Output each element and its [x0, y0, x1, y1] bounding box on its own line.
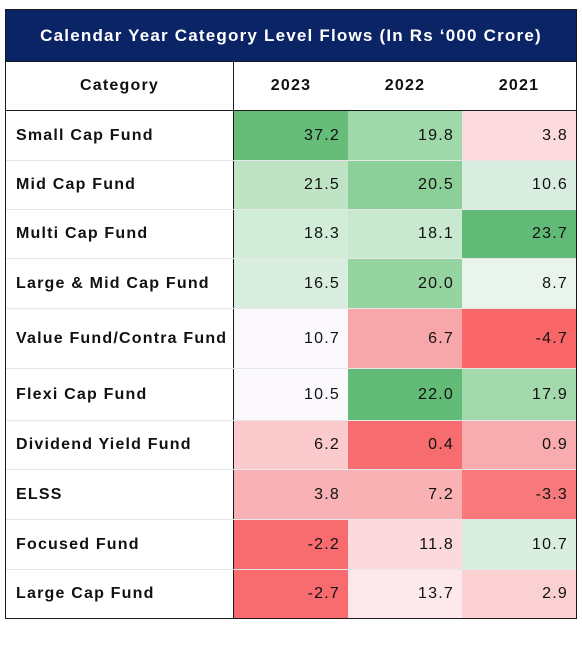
value-cell: 10.7 [234, 309, 348, 368]
value-cell: 8.7 [462, 259, 576, 308]
value-cell: 20.0 [348, 259, 462, 308]
table-row: Large Cap Fund -2.7 13.7 2.9 [6, 570, 576, 618]
category-label: Dividend Yield Fund [6, 421, 234, 469]
value-cell: 2.9 [462, 570, 576, 618]
value-cell: 13.7 [348, 570, 462, 618]
category-label: Small Cap Fund [6, 111, 234, 160]
category-label: Focused Fund [6, 520, 234, 569]
value-cell: 10.5 [234, 369, 348, 420]
header-category: Category [6, 62, 234, 110]
category-label: Mid Cap Fund [6, 161, 234, 209]
category-label: Flexi Cap Fund [6, 369, 234, 420]
value-cell: 20.5 [348, 161, 462, 209]
value-cell: 0.9 [462, 421, 576, 469]
value-cell: 23.7 [462, 210, 576, 258]
value-cell: 0.4 [348, 421, 462, 469]
value-cell: 7.2 [348, 470, 462, 519]
value-cell: 18.3 [234, 210, 348, 258]
value-cell: 22.0 [348, 369, 462, 420]
header-year-2022: 2022 [384, 77, 426, 94]
value-cell: 19.8 [348, 111, 462, 160]
value-cell: -3.3 [462, 470, 576, 519]
table-row: Focused Fund -2.2 11.8 10.7 [6, 520, 576, 570]
table-row: Value Fund/Contra Fund 10.7 6.7 -4.7 [6, 309, 576, 369]
table-body: Small Cap Fund 37.2 19.8 3.8 Mid Cap Fund 21.… [6, 111, 576, 618]
table-row: Dividend Yield Fund 6.2 0.4 0.9 [6, 421, 576, 470]
value-cell: 3.8 [462, 111, 576, 160]
table-title: Calendar Year Category Level Flows (In R… [6, 10, 576, 62]
table-row: ELSS 3.8 7.2 -3.3 [6, 470, 576, 520]
value-cell: -4.7 [462, 309, 576, 368]
value-cell: 10.7 [462, 520, 576, 569]
value-cell: 37.2 [234, 111, 348, 160]
value-cell: -2.7 [234, 570, 348, 618]
table-row: Multi Cap Fund 18.3 18.1 23.7 [6, 210, 576, 259]
flows-table: Calendar Year Category Level Flows (In R… [5, 9, 577, 619]
table-row: Flexi Cap Fund 10.5 22.0 17.9 [6, 369, 576, 421]
header-row: Category 2023 2022 2021 [6, 62, 576, 111]
table-row: Large & Mid Cap Fund 16.5 20.0 8.7 [6, 259, 576, 309]
header-year-2021: 2021 [498, 77, 540, 94]
value-cell: 6.7 [348, 309, 462, 368]
table-row: Mid Cap Fund 21.5 20.5 10.6 [6, 161, 576, 210]
category-label: Large & Mid Cap Fund [6, 259, 234, 308]
table-row: Small Cap Fund 37.2 19.8 3.8 [6, 111, 576, 161]
value-cell: 16.5 [234, 259, 348, 308]
value-cell: 18.1 [348, 210, 462, 258]
value-cell: 11.8 [348, 520, 462, 569]
category-label: Value Fund/Contra Fund [6, 309, 234, 368]
value-cell: 10.6 [462, 161, 576, 209]
value-cell: 6.2 [234, 421, 348, 469]
value-cell: 17.9 [462, 369, 576, 420]
category-label: Multi Cap Fund [6, 210, 234, 258]
category-label: Large Cap Fund [6, 570, 234, 618]
header-year-2023: 2023 [270, 77, 312, 94]
category-label: ELSS [6, 470, 234, 519]
value-cell: -2.2 [234, 520, 348, 569]
value-cell: 21.5 [234, 161, 348, 209]
value-cell: 3.8 [234, 470, 348, 519]
